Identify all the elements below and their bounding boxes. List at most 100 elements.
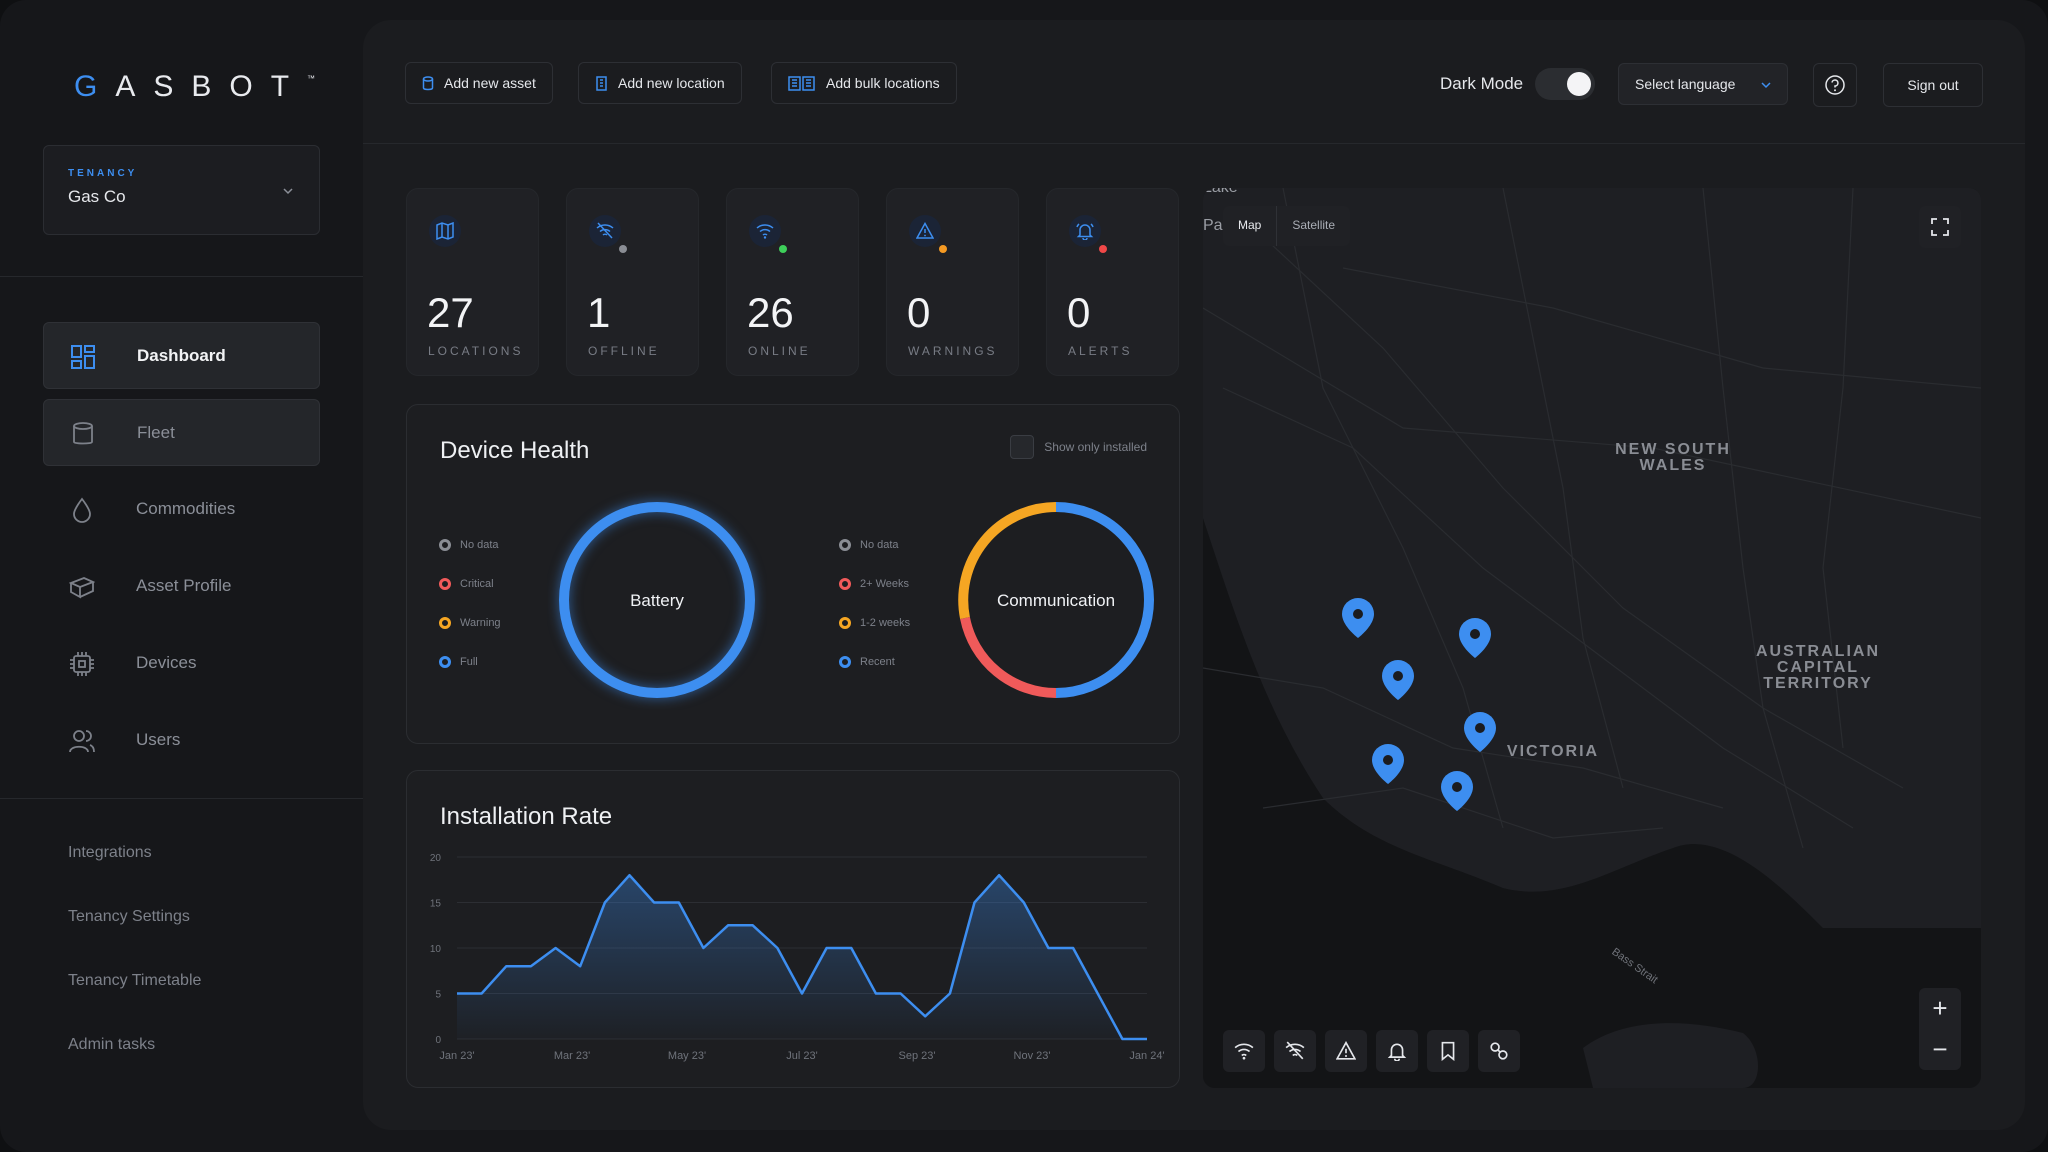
main-panel: Add new asset Add new location Add bulk … xyxy=(363,20,2025,1130)
battery-ring xyxy=(559,502,755,698)
add-bulk-locations-button[interactable]: Add bulk locations xyxy=(771,62,957,104)
drop-icon xyxy=(73,497,91,523)
filter-alerts-button[interactable] xyxy=(1376,1030,1418,1072)
map-pin[interactable] xyxy=(1342,598,1374,638)
map-pin[interactable] xyxy=(1372,744,1404,784)
stat-card-alerts[interactable]: 0 ALERTS xyxy=(1046,188,1179,376)
y-tick-label: 15 xyxy=(430,899,442,910)
location-map[interactable]: Lake Pa NEW SOUTH WALES AUSTRALIAN CAPIT… xyxy=(1203,188,1981,1088)
filter-offline-button[interactable] xyxy=(1274,1030,1316,1072)
show-installed-checkbox[interactable]: Show only installed xyxy=(1010,435,1147,459)
add-bulk-label: Add bulk locations xyxy=(826,75,940,91)
battery-legend: No data Critical Warning Full xyxy=(439,525,501,681)
stat-card-warnings[interactable]: 0 WARNINGS xyxy=(886,188,1019,376)
zoom-in-button[interactable]: + xyxy=(1932,993,1948,1023)
sidebar-item-label: Devices xyxy=(136,653,197,672)
legend-label: Warning xyxy=(460,616,501,629)
sidebar-item-label: Users xyxy=(136,730,181,749)
stat-card-offline[interactable]: 1 OFFLINE xyxy=(566,188,699,376)
map-pin[interactable] xyxy=(1464,712,1496,752)
add-location-button[interactable]: Add new location xyxy=(578,62,742,104)
add-asset-button[interactable]: Add new asset xyxy=(405,62,553,104)
logo-g: G xyxy=(74,70,116,103)
legend-marker xyxy=(439,655,451,668)
sidebar-item-users[interactable]: Users xyxy=(43,707,320,774)
show-installed-label: Show only installed xyxy=(1044,440,1147,454)
dark-mode-label: Dark Mode xyxy=(1440,74,1524,93)
sidebar-item-fleet[interactable]: Fleet xyxy=(43,399,320,466)
status-dot xyxy=(1099,245,1107,253)
building-icon xyxy=(596,75,607,91)
stat-value: 1 xyxy=(587,289,611,336)
map-type-toggle: Map Satellite xyxy=(1223,206,1351,246)
stat-value: 0 xyxy=(1067,289,1091,336)
stat-label: LOCATIONS xyxy=(428,344,524,358)
logo-tm: ™ xyxy=(307,74,316,83)
device-health-title: Device Health xyxy=(440,437,590,464)
dark-mode-toggle[interactable] xyxy=(1535,68,1595,100)
tenancy-select[interactable]: TENANCY Gas Co xyxy=(43,145,320,235)
legend-marker xyxy=(839,538,851,551)
sidebar-item-dashboard[interactable]: Dashboard xyxy=(43,322,320,389)
device-health-card: Device Health Show only installed No dat… xyxy=(406,404,1180,744)
map-pin[interactable] xyxy=(1441,771,1473,811)
legend-item: Recent xyxy=(839,642,910,681)
y-tick-label: 5 xyxy=(435,990,441,1001)
communication-legend: No data 2+ Weeks 1-2 weeks Recent xyxy=(839,525,910,681)
sidebar-item-label: Commodities xyxy=(136,499,236,518)
legend-marker xyxy=(839,616,851,629)
wifi-icon xyxy=(749,215,781,247)
wifi-icon xyxy=(1234,1043,1254,1060)
tenancy-timetable-link[interactable]: Tenancy Timetable xyxy=(68,972,202,989)
cylinder-icon xyxy=(422,75,434,90)
sidebar-item-asset-profile[interactable]: Asset Profile xyxy=(43,553,320,620)
stat-label: ALERTS xyxy=(1068,344,1133,358)
communication-segment-1-2-weeks xyxy=(958,502,1057,619)
sidebar-item-label: Dashboard xyxy=(137,346,226,365)
fullscreen-button[interactable] xyxy=(1919,206,1961,248)
filter-link-button[interactable] xyxy=(1478,1030,1520,1072)
filter-online-button[interactable] xyxy=(1223,1030,1265,1072)
map-pin[interactable] xyxy=(1459,618,1491,658)
stat-label: OFFLINE xyxy=(588,344,660,358)
communication-donut: Communication xyxy=(958,502,1154,698)
filter-warnings-button[interactable] xyxy=(1325,1030,1367,1072)
stat-card-locations[interactable]: 27 LOCATIONS xyxy=(406,188,539,376)
cylinder-icon xyxy=(73,422,93,445)
sidebar: GASBOT™ TENANCY Gas Co Dashboard Fleet C… xyxy=(0,0,363,1152)
tenancy-settings-link[interactable]: Tenancy Settings xyxy=(68,908,190,925)
checkbox-box[interactable] xyxy=(1010,435,1035,459)
status-dot xyxy=(779,245,787,253)
stat-value: 0 xyxy=(907,289,931,336)
admin-tasks-link[interactable]: Admin tasks xyxy=(68,1036,156,1053)
legend-item: 2+ Weeks xyxy=(839,564,910,603)
sidebar-divider xyxy=(0,798,363,799)
help-button[interactable] xyxy=(1813,63,1857,107)
legend-label: Recent xyxy=(860,655,895,668)
sidebar-item-commodities[interactable]: Commodities xyxy=(43,476,320,543)
map-label-victoria: VICTORIA xyxy=(1506,743,1600,760)
stat-card-online[interactable]: 26 ONLINE xyxy=(726,188,859,376)
sidebar-item-devices[interactable]: Devices xyxy=(43,630,320,697)
grid-icon xyxy=(71,345,95,369)
map-mode-button[interactable]: Map xyxy=(1223,206,1278,246)
battery-label: Battery xyxy=(630,591,684,610)
zoom-out-button[interactable]: − xyxy=(1932,1034,1948,1064)
language-select[interactable]: Select language xyxy=(1618,63,1788,105)
legend-item: No data xyxy=(439,525,501,564)
tenancy-label: TENANCY xyxy=(68,168,138,179)
bell-icon xyxy=(1387,1043,1407,1061)
satellite-mode-button[interactable]: Satellite xyxy=(1292,218,1336,232)
legend-item: No data xyxy=(839,525,910,564)
legend-item: Warning xyxy=(439,603,501,642)
legend-label: 1-2 weeks xyxy=(860,616,911,629)
integrations-link[interactable]: Integrations xyxy=(68,844,152,861)
map-canvas xyxy=(1203,188,1981,1088)
filter-bookmark-button[interactable] xyxy=(1427,1030,1469,1072)
map-filter-tools xyxy=(1223,1030,1529,1072)
sign-out-button[interactable]: Sign out xyxy=(1883,63,1983,107)
map-pin[interactable] xyxy=(1382,660,1414,700)
y-tick-label: 10 xyxy=(430,944,442,955)
x-tick-label: Jul 23' xyxy=(786,1050,817,1062)
logo-rest: ASBOT xyxy=(115,70,308,103)
